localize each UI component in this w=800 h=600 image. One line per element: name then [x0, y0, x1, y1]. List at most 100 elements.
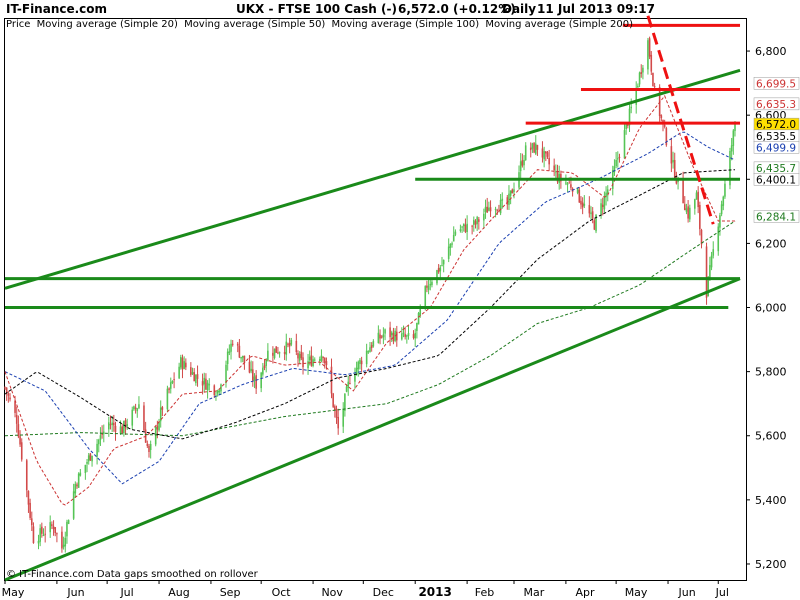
- candle-body: [591, 211, 594, 219]
- candle-body: [173, 379, 175, 381]
- candle-body: [392, 333, 395, 342]
- candle-body: [447, 246, 450, 259]
- candle-body: [687, 206, 689, 219]
- candle-body: [99, 435, 102, 440]
- candle-body: [720, 204, 723, 215]
- candle-body: [298, 353, 301, 361]
- candle-body: [384, 329, 386, 334]
- candle-body: [27, 490, 30, 505]
- candle-body: [230, 343, 232, 352]
- candle-body: [39, 528, 41, 542]
- candle-body: [729, 151, 731, 186]
- candle-body: [181, 357, 184, 370]
- candle-body: [637, 85, 639, 88]
- candle-body: [42, 534, 45, 536]
- candle-body: [511, 189, 514, 194]
- candle-body: [389, 327, 391, 338]
- x-tick-label: May: [625, 586, 648, 599]
- legend-sma100: Moving average (Simple 100): [331, 19, 480, 30]
- candle-body: [337, 416, 339, 429]
- candle-body: [240, 356, 242, 359]
- candle-body: [318, 359, 321, 362]
- candle-body: [126, 424, 129, 427]
- candle-body: [360, 360, 363, 365]
- price-label-box: [753, 141, 800, 154]
- candle-body: [478, 219, 480, 222]
- price-labels: 6,699.5 6,635.3 6,572.06,535.56,499.9 6,435…: [753, 77, 800, 223]
- candle-body: [349, 382, 351, 384]
- price-label: 6,499.9: [756, 142, 796, 154]
- candle-body: [297, 353, 299, 359]
- candle-body: [682, 178, 684, 204]
- candle-body: [590, 212, 592, 215]
- legend-sma20: Moving average (Simple 20): [36, 19, 178, 30]
- brand-label: IT-Finance.com: [6, 2, 108, 16]
- candle-body: [113, 422, 115, 426]
- candle-body: [96, 443, 98, 457]
- candle-body: [7, 393, 10, 396]
- candle-body: [267, 350, 269, 361]
- candle-body: [136, 408, 139, 412]
- candle-body: [588, 205, 591, 214]
- candle-body: [17, 424, 20, 437]
- candle-body: [54, 527, 57, 533]
- candle-body: [548, 157, 550, 165]
- candle-body: [581, 202, 584, 208]
- candle-body: [208, 384, 211, 386]
- candle-body: [29, 502, 31, 518]
- candle-body: [243, 355, 246, 363]
- candle-body: [534, 143, 537, 154]
- candle-body: [616, 158, 619, 160]
- candle-body: [568, 182, 571, 184]
- candle-body: [121, 426, 124, 434]
- candle-body: [672, 159, 674, 163]
- candle-body: [623, 130, 626, 159]
- candle-body: [102, 431, 105, 435]
- candle-body: [226, 351, 229, 365]
- instrument-title: UKX - FTSE 100 Cash (-): [236, 2, 397, 16]
- candle-body: [168, 388, 170, 390]
- candle-body: [722, 196, 725, 206]
- candle-body: [253, 376, 256, 381]
- candle-body: [663, 124, 666, 127]
- candle-body: [216, 390, 219, 394]
- candle-body: [652, 72, 654, 87]
- candle-body: [185, 362, 187, 368]
- candle-body: [320, 355, 323, 361]
- candle-body: [476, 217, 478, 225]
- candle-body: [9, 397, 11, 400]
- candle-body: [524, 145, 527, 161]
- candle-body: [452, 234, 455, 242]
- candle-body: [310, 355, 313, 366]
- candle-body: [449, 244, 452, 248]
- candle-body: [395, 331, 398, 341]
- candle-body: [111, 422, 113, 425]
- sma100-line: [4, 169, 736, 440]
- candle-body: [570, 184, 572, 188]
- candle-body: [546, 152, 549, 157]
- candle-body: [248, 361, 251, 373]
- candle-body: [213, 385, 216, 395]
- candle-body: [37, 540, 40, 544]
- price-label-box: [753, 97, 800, 111]
- candle-body: [64, 538, 67, 547]
- candle-body: [97, 439, 100, 445]
- candle-body: [300, 351, 303, 359]
- candle-body: [272, 352, 274, 356]
- price-label-box: [753, 77, 800, 90]
- candle-body: [603, 195, 606, 210]
- candle-body: [354, 374, 356, 382]
- candle-body: [262, 367, 264, 375]
- x-tick-label: Dec: [373, 586, 394, 599]
- candle-body: [531, 143, 534, 149]
- candle-body: [501, 198, 504, 201]
- y-tick-label: 5,600: [755, 430, 787, 443]
- candle-body: [734, 124, 736, 131]
- candle-body: [196, 374, 199, 379]
- candle-body: [325, 361, 328, 366]
- price-label: 6,400.1: [756, 174, 796, 186]
- candle-body: [322, 357, 324, 359]
- y-tick-label: 5,200: [755, 558, 787, 571]
- candle-body: [15, 414, 18, 424]
- candle-body: [287, 343, 289, 345]
